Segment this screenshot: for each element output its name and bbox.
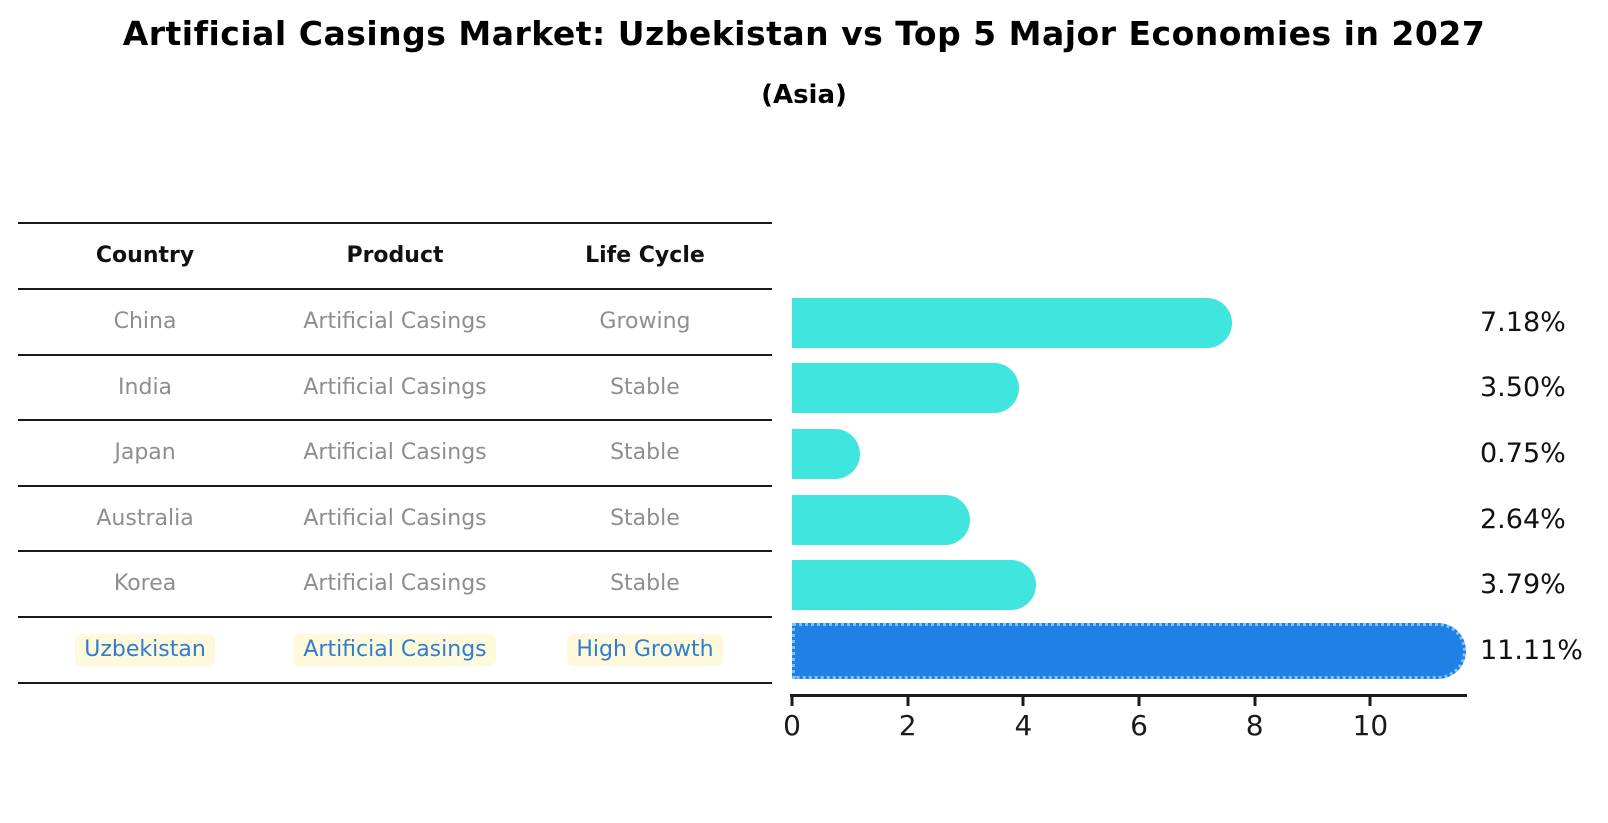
country-info-table: Country Product Life Cycle China Artifici… — [18, 222, 772, 684]
table-cell-life-cycle: Stable — [518, 439, 772, 467]
table-row-india: India Artificial Casings Stable — [18, 356, 772, 422]
table-cell-life-cycle: Stable — [518, 505, 772, 533]
cell-text: Artificial Casings — [303, 505, 487, 531]
x-tick-mark-4 — [1021, 696, 1025, 706]
cell-text: Japan — [114, 440, 176, 466]
cell-text: High Growth — [567, 634, 723, 666]
cell-text: Artificial Casings — [303, 440, 487, 466]
table-cell-product: Artificial Casings — [272, 439, 518, 467]
bar-japan — [792, 429, 861, 479]
x-tick-mark-6 — [1137, 696, 1141, 706]
bar-uzbekistan — [792, 622, 1466, 679]
bar-korea — [792, 560, 1037, 611]
table-cell-life-cycle: Growing — [518, 308, 772, 336]
table-cell-life-cycle: Stable — [518, 374, 772, 402]
table-row-uzbekistan: Uzbekistan Artificial Casings High Growth — [18, 618, 772, 684]
column-header-label: Life Cycle — [585, 243, 705, 269]
column-header-label: Product — [346, 243, 444, 269]
chart-title: Artificial Casings Market: Uzbekistan vs… — [122, 14, 1486, 53]
column-header-product: Product — [272, 242, 518, 270]
x-tick-mark-0 — [790, 696, 794, 706]
table-cell-country: Australia — [18, 505, 272, 533]
cell-text: Stable — [610, 505, 680, 531]
table-cell-country: China — [18, 308, 272, 336]
value-label-uzbekistan: 11.11% — [1480, 634, 1583, 666]
x-tick-label-8: 8 — [1245, 709, 1264, 742]
x-tick-mark-10 — [1368, 696, 1372, 706]
cell-text: Artificial Casings — [303, 571, 487, 597]
table-cell-product: Artificial Casings — [272, 505, 518, 533]
column-header-country: Country — [18, 242, 272, 270]
cell-text: Growing — [599, 309, 691, 335]
x-tick-label-6: 6 — [1130, 709, 1148, 742]
table-row-china: China Artificial Casings Growing — [18, 290, 772, 356]
table-cell-country: India — [18, 374, 272, 402]
cell-text: Korea — [113, 571, 177, 597]
x-tick-mark-8 — [1253, 696, 1257, 706]
bar-india — [792, 363, 1020, 414]
table-row-korea: Korea Artificial Casings Stable — [18, 552, 772, 618]
table-cell-life-cycle: Stable — [518, 570, 772, 598]
table-cell-country: Japan — [18, 439, 272, 467]
value-label-australia: 2.64% — [1480, 503, 1566, 535]
table-row-australia: Australia Artificial Casings Stable — [18, 487, 772, 553]
table-cell-country: Uzbekistan — [18, 634, 272, 666]
table-cell-product: Artificial Casings — [272, 374, 518, 402]
cell-text: Australia — [96, 505, 194, 531]
value-label-korea: 3.79% — [1480, 569, 1566, 601]
table-cell-country: Korea — [18, 570, 272, 598]
cell-text: Artificial Casings — [294, 634, 496, 666]
column-header-lifecycle: Life Cycle — [518, 242, 772, 270]
cell-text: Uzbekistan — [75, 634, 215, 666]
chart-subtitle: (Asia) — [761, 80, 847, 110]
table-cell-life-cycle: High Growth — [518, 634, 772, 666]
table-body: China Artificial Casings Growing India Artif… — [18, 290, 772, 684]
cell-text: Stable — [610, 571, 680, 597]
column-header-label: Country — [95, 243, 195, 269]
bar-china — [792, 297, 1233, 348]
x-tick-label-2: 2 — [898, 709, 917, 742]
value-label-japan: 0.75% — [1480, 438, 1566, 469]
value-label-china: 7.18% — [1480, 306, 1566, 338]
cell-text: Stable — [610, 374, 680, 400]
cell-text: China — [113, 309, 177, 335]
x-axis-line — [790, 694, 1467, 697]
cell-text: Stable — [610, 440, 680, 466]
table-cell-product: Artificial Casings — [272, 634, 518, 666]
table-header-row: Country Product Life Cycle — [18, 222, 772, 290]
x-tick-label-10: 10 — [1352, 709, 1389, 742]
x-tick-label-4: 4 — [1014, 709, 1033, 742]
value-label-india: 3.50% — [1480, 372, 1566, 404]
cell-text: Artificial Casings — [303, 374, 487, 400]
x-tick-label-0: 0 — [783, 709, 801, 742]
table-cell-product: Artificial Casings — [272, 570, 518, 598]
cell-text: India — [118, 374, 173, 400]
table-cell-product: Artificial Casings — [272, 308, 518, 336]
bar-australia — [792, 494, 970, 545]
x-tick-mark-2 — [906, 696, 910, 706]
cell-text: Artificial Casings — [303, 309, 487, 335]
table-row-japan: Japan Artificial Casings Stable — [18, 421, 772, 487]
